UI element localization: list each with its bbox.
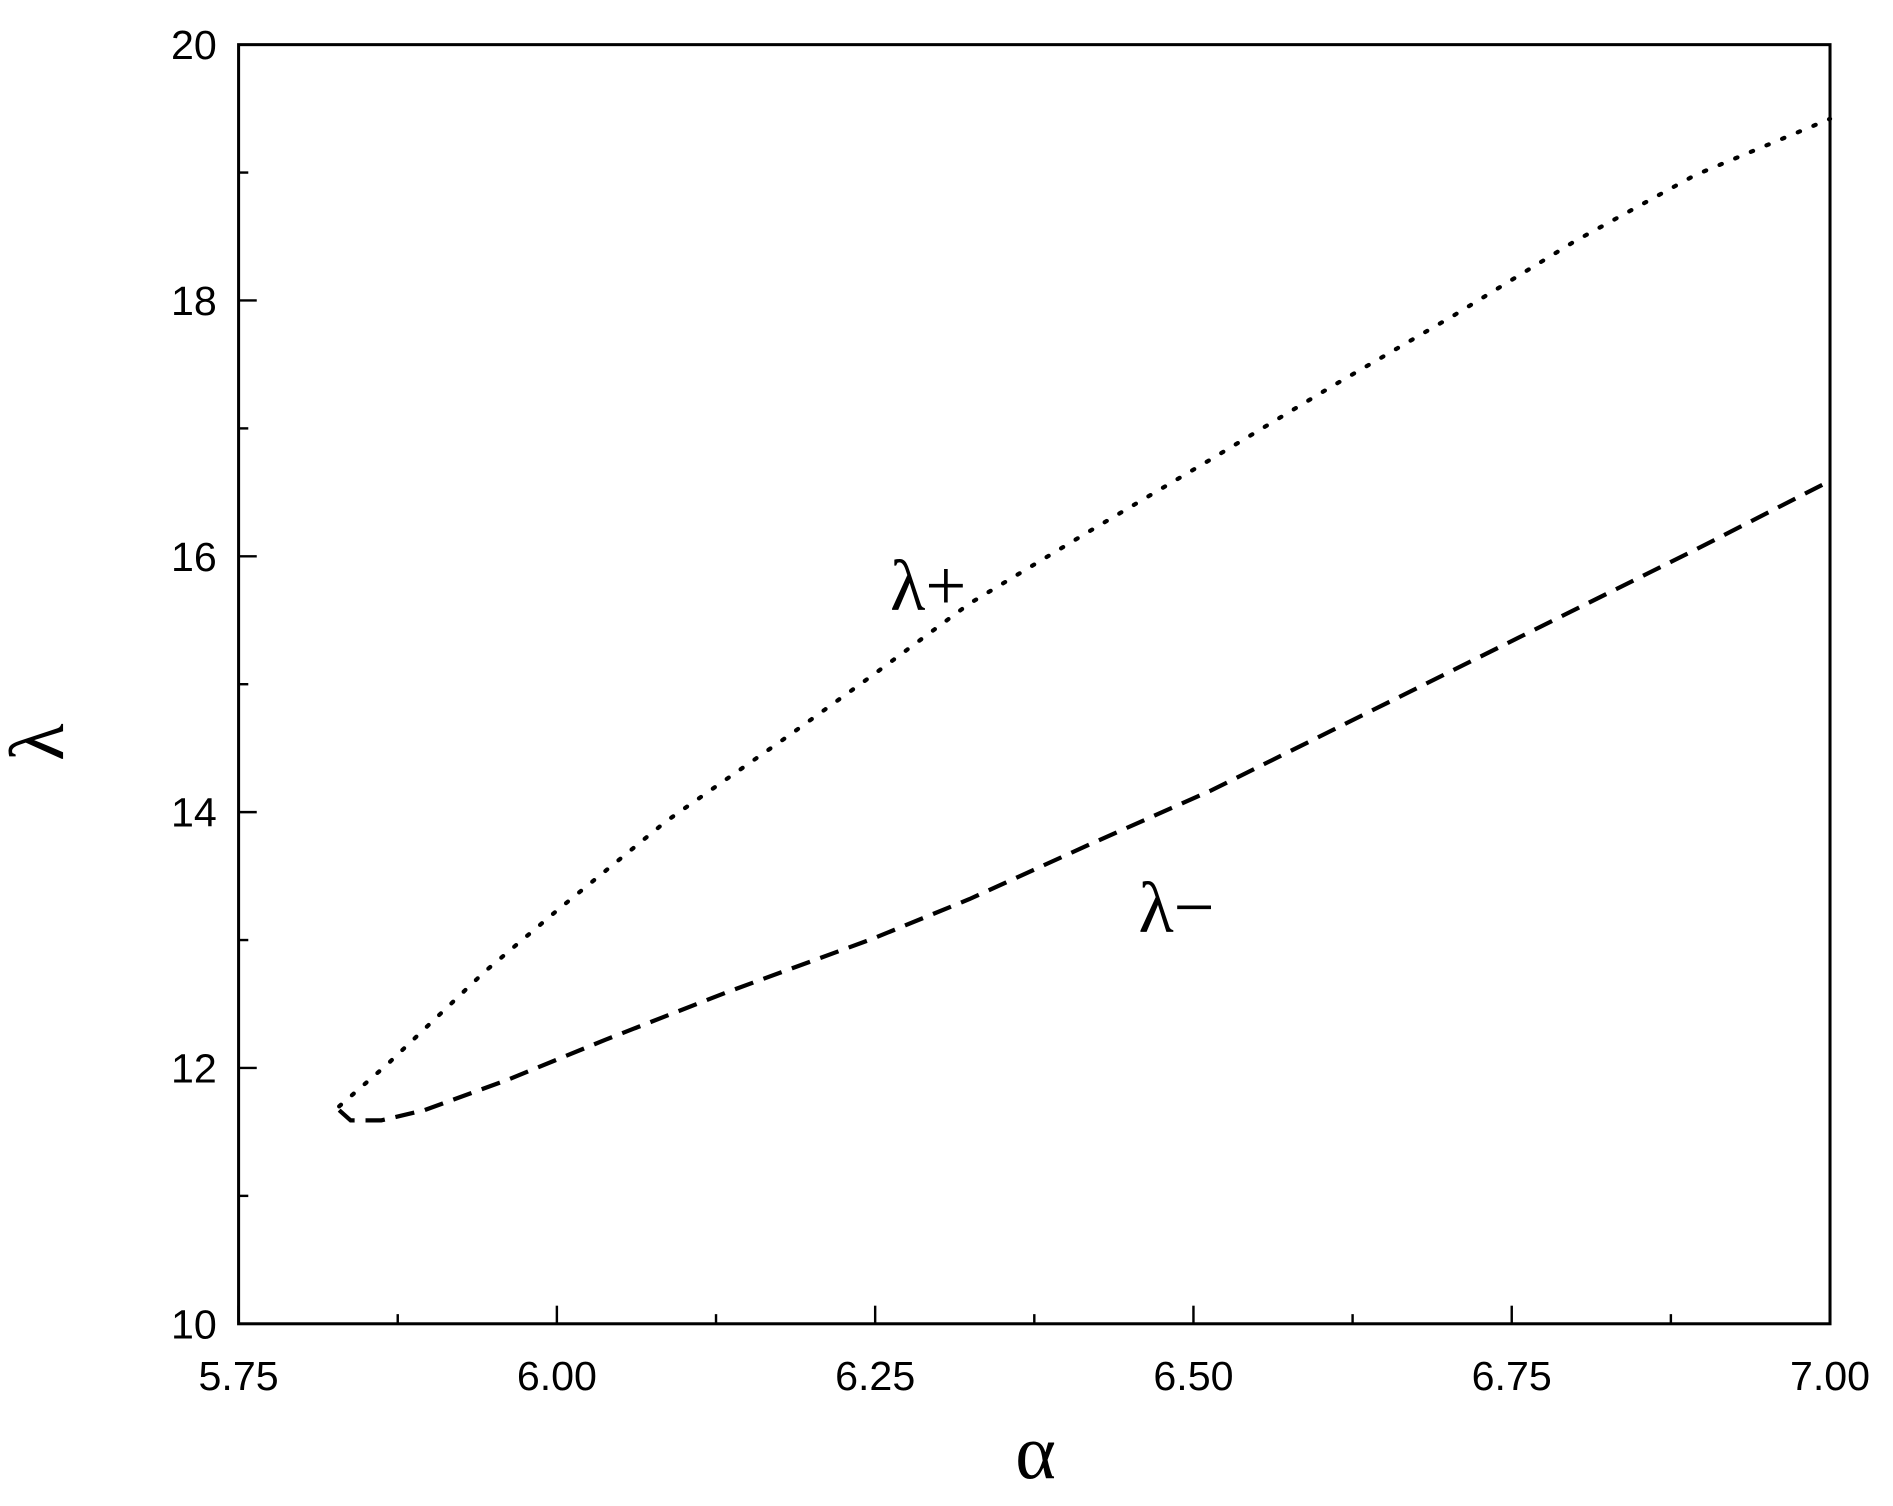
x-tick-label: 5.75	[199, 1353, 279, 1399]
series-line	[337, 116, 1833, 1109]
y-tick-label: 14	[171, 790, 217, 836]
series-line	[337, 478, 1831, 1123]
x-tick-label: 6.25	[835, 1353, 915, 1399]
x-tick-label: 6.00	[517, 1353, 597, 1399]
y-axis-label: λ	[0, 723, 80, 761]
y-tick-label: 12	[171, 1046, 217, 1092]
y-tick-label: 18	[171, 278, 217, 324]
y-tick-label: 10	[171, 1301, 217, 1347]
y-tick-label: 16	[171, 534, 217, 580]
x-tick-label: 7.00	[1790, 1353, 1870, 1399]
x-tick-label: 6.50	[1153, 1353, 1233, 1399]
series-label: λ−	[1138, 867, 1214, 948]
x-tick-label: 6.75	[1472, 1353, 1552, 1399]
plot-frame	[237, 43, 1832, 1326]
series-label: λ+	[890, 545, 966, 626]
y-tick-label: 20	[171, 22, 217, 68]
x-axis-label: α	[1015, 1409, 1056, 1495]
